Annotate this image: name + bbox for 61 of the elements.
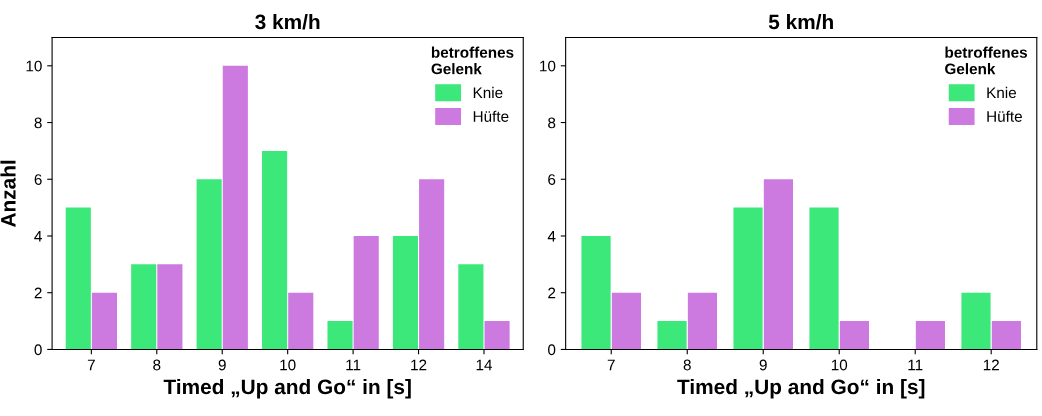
x-tick-label: 8 [683, 359, 691, 371]
bar [131, 264, 157, 350]
x-tick-label: 12 [411, 359, 427, 371]
y-tick-label: 2 [548, 287, 556, 299]
bar [961, 292, 991, 350]
bar [657, 321, 687, 350]
bar [763, 179, 794, 350]
bar [458, 264, 484, 350]
x-tick-label: 7 [607, 359, 615, 371]
legend-label: Knie [987, 86, 1017, 99]
x-tick-label: 8 [153, 359, 161, 371]
bar [262, 150, 288, 350]
bar [611, 292, 642, 350]
bar [991, 321, 1021, 350]
x-tick-label: 14 [476, 359, 493, 371]
y-tick-label: 0 [548, 344, 556, 356]
x-axis-title: Timed „Up and Go“ in [s] [163, 378, 411, 399]
bar [484, 321, 510, 350]
bar [839, 321, 869, 350]
legend-label: Hüfte [987, 110, 1022, 122]
x-tick-label: 10 [831, 359, 848, 371]
legend-label: Knie [473, 86, 503, 99]
bar [327, 321, 353, 350]
x-tick-label: 11 [346, 359, 361, 371]
y-axis-title: Anzahl [0, 160, 16, 228]
y-tick-label: 6 [548, 174, 556, 185]
bar [65, 207, 91, 350]
chart-title: 5 km/h [768, 14, 833, 30]
bar [288, 292, 314, 350]
bar [581, 235, 611, 350]
x-tick-label: 7 [87, 359, 95, 371]
x-tick-label: 11 [908, 359, 923, 371]
bar [91, 292, 118, 350]
bar [196, 179, 222, 350]
bar [392, 235, 419, 350]
bar [419, 179, 445, 350]
bar [915, 321, 945, 350]
bar [733, 207, 763, 350]
x-tick-label: 10 [280, 359, 296, 371]
y-tick-label: 2 [34, 287, 42, 299]
bar [809, 207, 839, 350]
bar [353, 235, 379, 350]
y-tick-label: 10 [540, 60, 556, 72]
bar [222, 65, 248, 350]
legend-title: betroffenes Gelenk [945, 46, 1027, 75]
y-tick-label: 4 [34, 231, 42, 242]
y-tick-label: 10 [26, 60, 42, 72]
x-tick-label: 9 [218, 359, 226, 371]
legend-label: Hüfte [473, 110, 509, 122]
y-tick-label: 4 [547, 231, 556, 242]
y-tick-label: 6 [34, 174, 42, 185]
y-tick-label: 8 [548, 117, 556, 129]
bar [687, 292, 718, 350]
bar [157, 264, 183, 350]
x-axis-title: Timed „Up and Go“ in [s] [677, 378, 925, 399]
y-tick-label: 8 [34, 117, 42, 129]
legend-title: betroffenes Gelenk [431, 46, 514, 75]
y-tick-label: 0 [34, 344, 42, 356]
x-tick-label: 9 [759, 359, 767, 371]
chart-title: 3 km/h [255, 14, 320, 30]
x-tick-label: 12 [983, 359, 999, 371]
